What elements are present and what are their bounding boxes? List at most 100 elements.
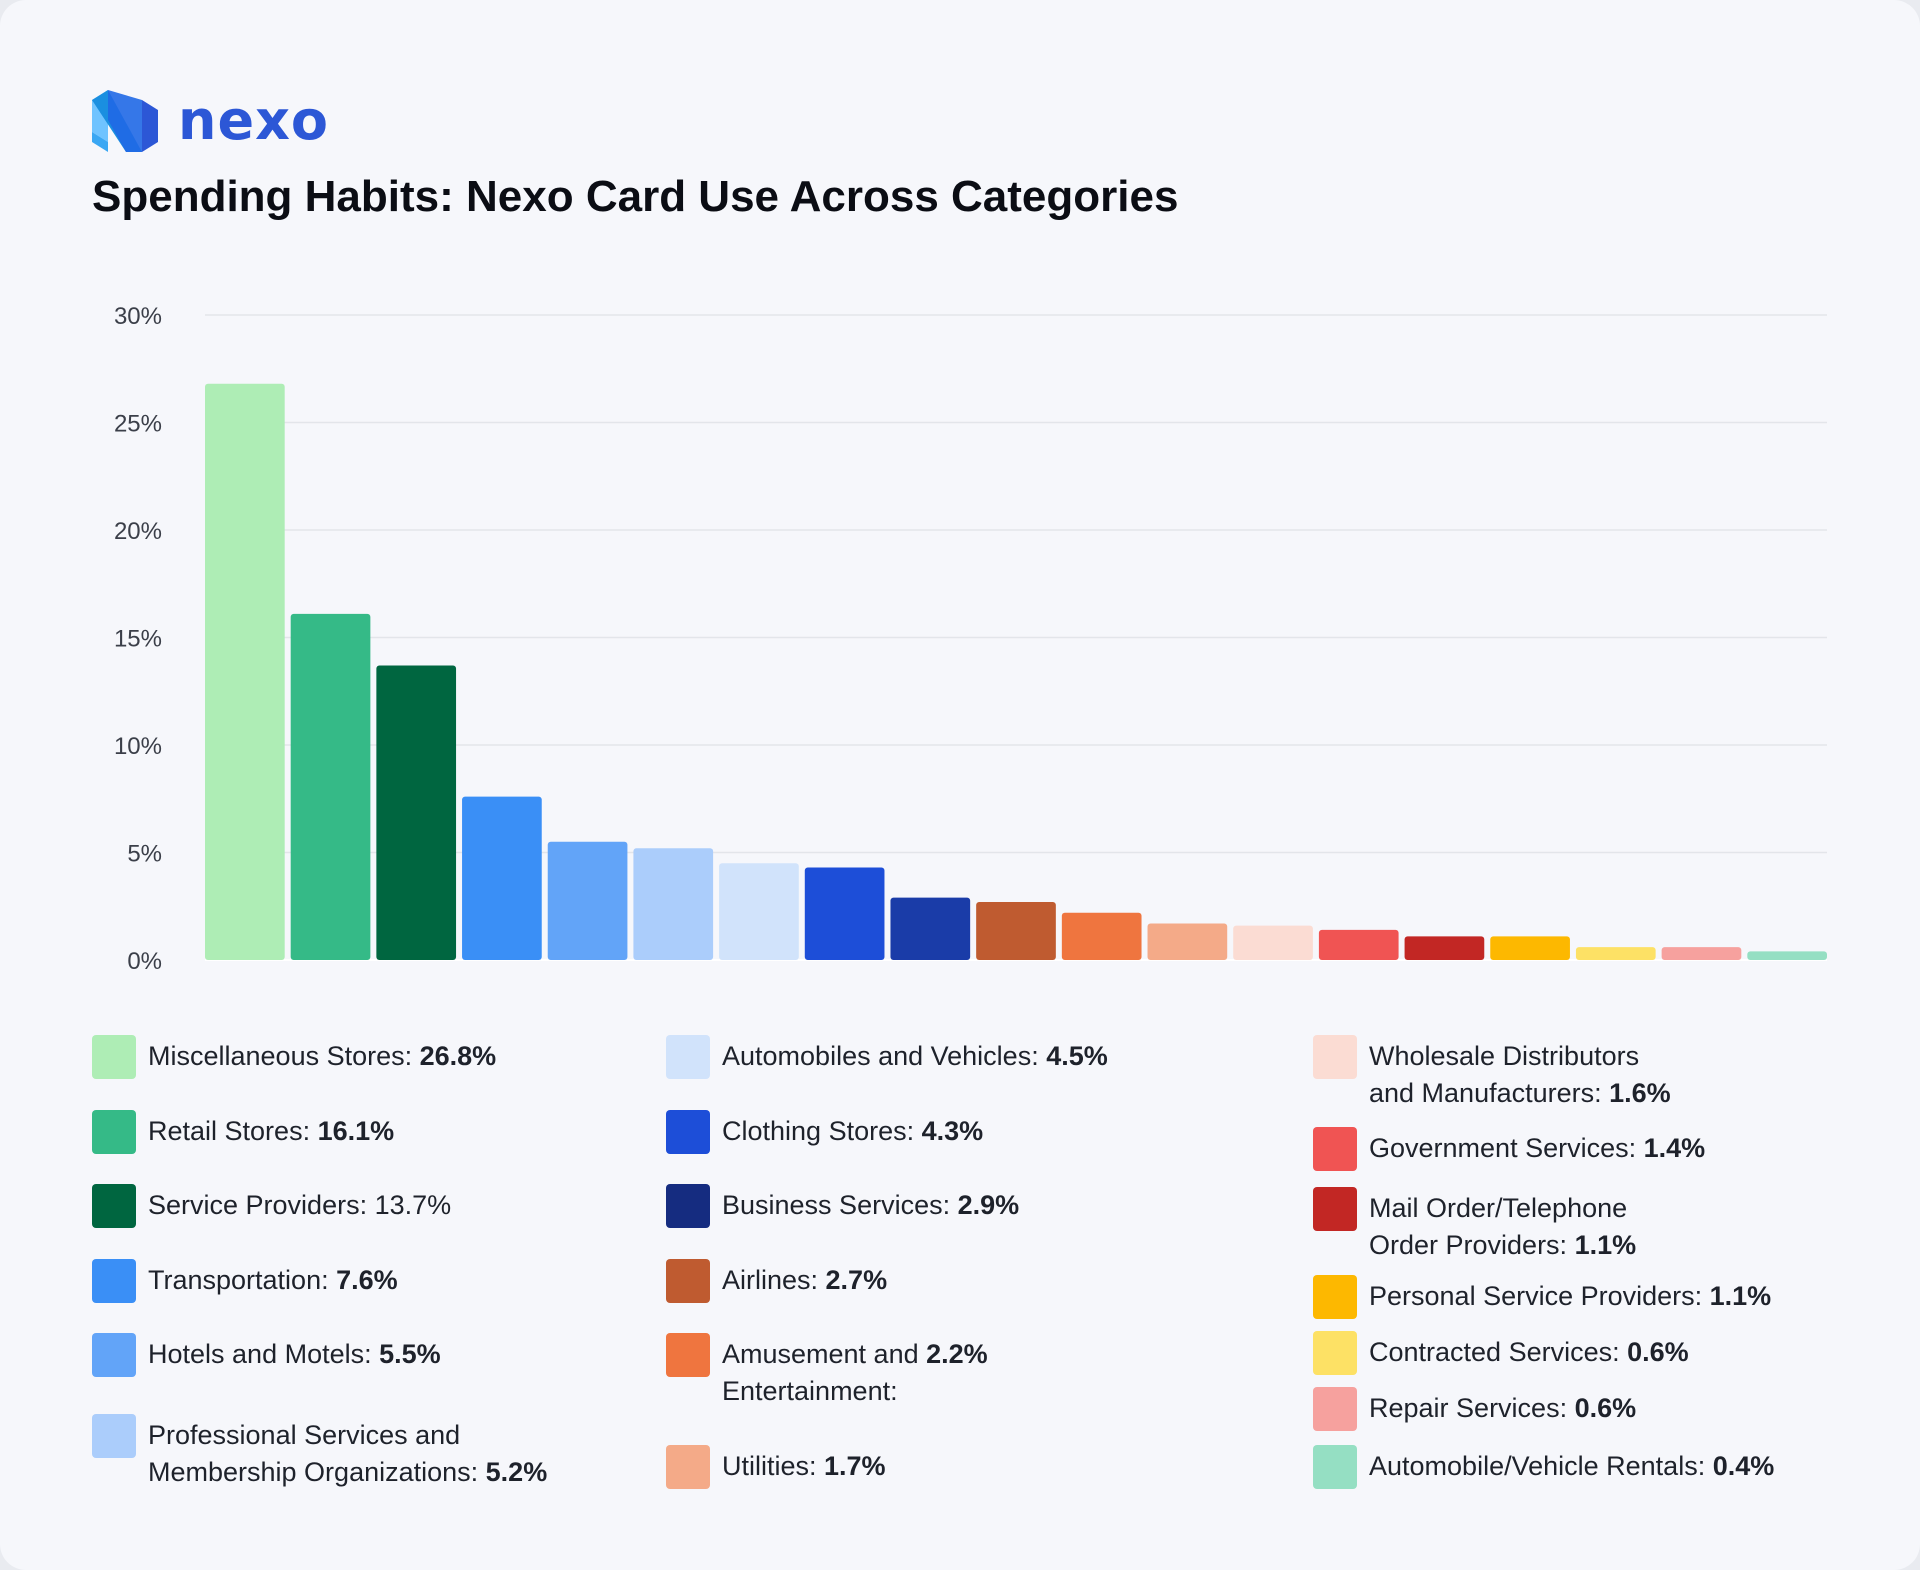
legend-swatch xyxy=(92,1110,136,1154)
legend-label: Contracted Services: 0.6% xyxy=(1369,1337,1689,1367)
legend-item: Amusement and 2.2% Entertainment: xyxy=(666,1333,988,1410)
legend-swatch xyxy=(92,1414,136,1458)
nexo-logo-icon xyxy=(92,90,158,152)
legend-label: Amusement and 2.2% Entertainment: xyxy=(722,1339,988,1406)
legend-item: Hotels and Motels: 5.5% xyxy=(92,1333,441,1377)
legend-value: 1.6% xyxy=(1609,1078,1671,1108)
legend-value: 0.4% xyxy=(1712,1451,1775,1481)
y-tick-label: 30% xyxy=(114,303,162,330)
chart-title: Spending Habits: Nexo Card Use Across Ca… xyxy=(92,172,1179,221)
legend-swatch xyxy=(666,1445,710,1489)
legend-item: Automobiles and Vehicles: 4.5% xyxy=(666,1035,1108,1079)
legend-label: Retail Stores: 16.1% xyxy=(148,1116,395,1146)
legend-item: Automobile/Vehicle Rentals: 0.4% xyxy=(1313,1445,1774,1489)
legend-value: 7.6% xyxy=(336,1265,398,1295)
legend-value: 26.8% xyxy=(419,1041,497,1071)
legend-item: Retail Stores: 16.1% xyxy=(92,1110,394,1154)
bar xyxy=(976,901,1056,960)
bar xyxy=(376,665,457,960)
legend-swatch xyxy=(92,1259,136,1303)
legend-item: Utilities: 1.7% xyxy=(666,1445,886,1489)
bar-chart: 0% 5% 10% 15% 20% 25% 30% xyxy=(114,303,1827,975)
legend-item: Professional Services and Membership Org… xyxy=(92,1414,547,1491)
legend-value: 0.6% xyxy=(1574,1393,1637,1423)
legend-swatch xyxy=(1313,1275,1357,1319)
legend-label: Repair Services: 0.6% xyxy=(1369,1393,1637,1423)
bar xyxy=(1661,947,1742,960)
legend-value: 1.4% xyxy=(1643,1133,1706,1163)
legend-label: Professional Services and Membership Org… xyxy=(148,1420,548,1487)
legend-item: Wholesale Distributors and Manufacturers… xyxy=(1313,1035,1671,1112)
legend-item: Business Services: 2.9% xyxy=(666,1184,1019,1228)
legend-item: Repair Services: 0.6% xyxy=(1313,1387,1636,1431)
y-tick-label: 15% xyxy=(114,626,162,653)
legend-item: Transportation: 7.6% xyxy=(92,1259,398,1303)
legend-value: 4.5% xyxy=(1046,1041,1108,1071)
legend-label: Wholesale Distributors and Manufacturers… xyxy=(1369,1041,1671,1108)
legend-label: Mail Order/Telephone Order Providers: 1.… xyxy=(1369,1193,1637,1260)
bar xyxy=(462,796,542,960)
legend-value: 16.1% xyxy=(317,1116,395,1146)
bar xyxy=(1747,951,1827,960)
legend-item: Contracted Services: 0.6% xyxy=(1313,1331,1689,1375)
legend-swatch xyxy=(1313,1127,1357,1171)
legend-item: Government Services: 1.4% xyxy=(1313,1127,1705,1171)
legend-label: Automobiles and Vehicles: 4.5% xyxy=(722,1041,1108,1071)
legend-label: Government Services: 1.4% xyxy=(1369,1133,1706,1163)
legend-value: 2.2% xyxy=(926,1339,988,1369)
legend-label: Utilities: 1.7% xyxy=(722,1451,886,1481)
nexo-logo: nexo xyxy=(92,90,329,152)
legend-swatch xyxy=(1313,1387,1357,1431)
y-tick-label: 20% xyxy=(114,518,162,545)
bar xyxy=(1233,925,1313,960)
legend-item: Mail Order/Telephone Order Providers: 1.… xyxy=(1313,1187,1636,1264)
legend-swatch xyxy=(666,1259,710,1303)
bar xyxy=(1147,923,1228,960)
legend-label: Personal Service Providers: 1.1% xyxy=(1369,1281,1772,1311)
legend-value: 2.9% xyxy=(957,1190,1020,1220)
bar xyxy=(1318,929,1399,960)
nexo-wordmark: nexo xyxy=(178,89,329,152)
legend-swatch xyxy=(666,1333,710,1377)
y-tick-label: 5% xyxy=(127,841,162,868)
legend-item: Personal Service Providers: 1.1% xyxy=(1313,1275,1771,1319)
bar xyxy=(1061,912,1142,960)
y-tick-label: 0% xyxy=(127,948,162,975)
legend-value: 1.1% xyxy=(1709,1281,1772,1311)
bar xyxy=(633,848,714,960)
legend-swatch xyxy=(1313,1187,1357,1231)
legend-item: Airlines: 2.7% xyxy=(666,1259,887,1303)
legend-swatch xyxy=(92,1333,136,1377)
chart-legend: Miscellaneous Stores: 26.8% Retail Stores… xyxy=(0,1035,1920,1515)
bar xyxy=(547,841,628,960)
legend-value: 1.1% xyxy=(1574,1230,1637,1260)
bar xyxy=(205,383,285,960)
legend-swatch xyxy=(666,1184,710,1228)
legend-value: 0.6% xyxy=(1627,1337,1689,1367)
legend-item: Clothing Stores: 4.3% xyxy=(666,1110,983,1154)
legend-swatch xyxy=(92,1184,136,1228)
bar xyxy=(804,867,885,960)
bar xyxy=(890,897,971,960)
legend-swatch xyxy=(1313,1331,1357,1375)
legend-label: Airlines: 2.7% xyxy=(722,1265,888,1295)
legend-label: Service Providers: 13.7% xyxy=(148,1190,452,1220)
y-tick-label: 25% xyxy=(114,411,162,438)
legend-swatch xyxy=(666,1035,710,1079)
legend-swatch xyxy=(1313,1445,1357,1489)
bar xyxy=(290,613,371,960)
legend-value: 2.7% xyxy=(825,1265,888,1295)
legend-value: 1.7% xyxy=(824,1451,886,1481)
legend-swatch xyxy=(92,1035,136,1079)
legend-label: Hotels and Motels: 5.5% xyxy=(148,1339,441,1369)
bar xyxy=(1490,936,1570,960)
legend-item: Miscellaneous Stores: 26.8% xyxy=(92,1035,496,1079)
legend-item: Service Providers: 13.7% xyxy=(92,1184,451,1228)
legend-label: Miscellaneous Stores: 26.8% xyxy=(148,1041,497,1071)
legend-value: 4.3% xyxy=(921,1116,984,1146)
legend-value: 5.2% xyxy=(485,1457,548,1487)
legend-label: Transportation: 7.6% xyxy=(148,1265,398,1295)
bar xyxy=(1404,936,1485,960)
legend-swatch xyxy=(666,1110,710,1154)
